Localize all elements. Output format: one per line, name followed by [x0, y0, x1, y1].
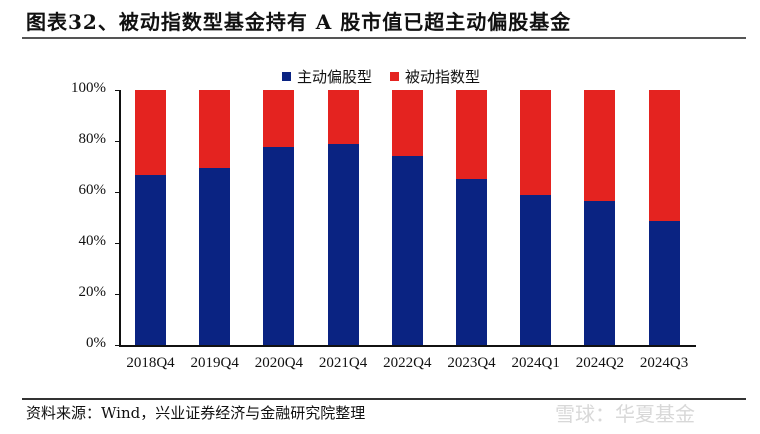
bar-2024Q1	[520, 90, 552, 345]
x-tick-label: 2022Q4	[383, 355, 432, 371]
x-tick-label: 2024Q2	[575, 355, 625, 371]
bar-segment-active	[327, 144, 359, 345]
bar-2018Q4	[135, 90, 166, 345]
y-tick-mark	[115, 192, 120, 193]
bar-segment-passive	[648, 90, 680, 222]
y-tick-mark	[115, 243, 120, 244]
watermark: 雪球：华夏基金	[555, 402, 695, 426]
legend-label-active: 主动偏股型	[297, 68, 373, 86]
bar-2021Q4	[327, 90, 359, 345]
bar-segment-active	[135, 174, 166, 345]
x-tick-label: 2020Q4	[254, 355, 304, 371]
bar-segment-passive	[199, 90, 231, 169]
y-tick-mark	[115, 294, 120, 295]
bar-2022Q4	[391, 90, 423, 345]
chart-title: 图表32、被动指数型基金持有 A 股市值已超主动偏股基金	[26, 10, 572, 34]
y-axis	[119, 90, 121, 346]
legend-item-passive: 被动指数型	[390, 66, 480, 87]
legend: 主动偏股型 被动指数型	[282, 66, 480, 87]
x-tick-label: 2024Q3	[639, 355, 689, 371]
x-tick-label: 2023Q4	[447, 355, 496, 371]
y-tick-mark	[115, 90, 120, 91]
footer-divider	[22, 398, 746, 400]
y-tick-label: 40%	[78, 233, 107, 249]
legend-swatch-active	[282, 72, 291, 81]
legend-swatch-passive	[390, 72, 400, 81]
bar-segment-passive	[327, 90, 359, 145]
y-tick-label: 20%	[78, 284, 107, 300]
title-divider	[22, 37, 746, 39]
stacked-bar-chart: 100% 80% 60% 40% 20% 0% 2018Q4 2019Q4 2020Q4 2021…	[71, 80, 696, 371]
legend-label-passive: 被动指数型	[405, 68, 481, 86]
bar-2020Q4	[263, 90, 295, 345]
bar-segment-active	[584, 200, 616, 345]
x-tick-label: 2018Q4	[126, 355, 175, 371]
bar-segment-passive	[584, 90, 616, 201]
x-tick-label: 2021Q4	[318, 355, 368, 371]
y-tick-label: 100%	[71, 80, 106, 96]
bar-segment-passive	[456, 90, 487, 180]
bar-2019Q4	[199, 90, 231, 345]
y-tick-label: 80%	[78, 131, 107, 147]
x-tick-label: 2024Q1	[511, 355, 560, 371]
y-tick-mark	[115, 345, 120, 346]
bar-segment-active	[456, 179, 487, 345]
bar-segment-active	[199, 168, 231, 345]
bar-segment-passive	[263, 90, 295, 148]
x-axis	[119, 345, 696, 347]
bar-segment-active	[263, 147, 295, 345]
bar-2024Q2	[584, 90, 616, 345]
x-tick-label: 2019Q4	[190, 355, 239, 371]
bar-segment-passive	[135, 90, 166, 175]
bar-segment-passive	[520, 90, 552, 196]
legend-item-active: 主动偏股型	[282, 66, 372, 87]
bar-segment-passive	[391, 90, 423, 157]
bar-segment-active	[520, 195, 552, 345]
bar-segment-active	[391, 156, 423, 345]
y-tick-label: 60%	[78, 182, 107, 198]
bar-2023Q4	[456, 90, 487, 345]
bar-2024Q3	[648, 90, 680, 345]
y-tick-mark	[115, 141, 120, 142]
bar-segment-active	[648, 221, 680, 345]
y-tick-label: 0%	[86, 335, 106, 351]
source-note: 资料来源：Wind，兴业证券经济与金融研究院整理	[26, 404, 366, 422]
